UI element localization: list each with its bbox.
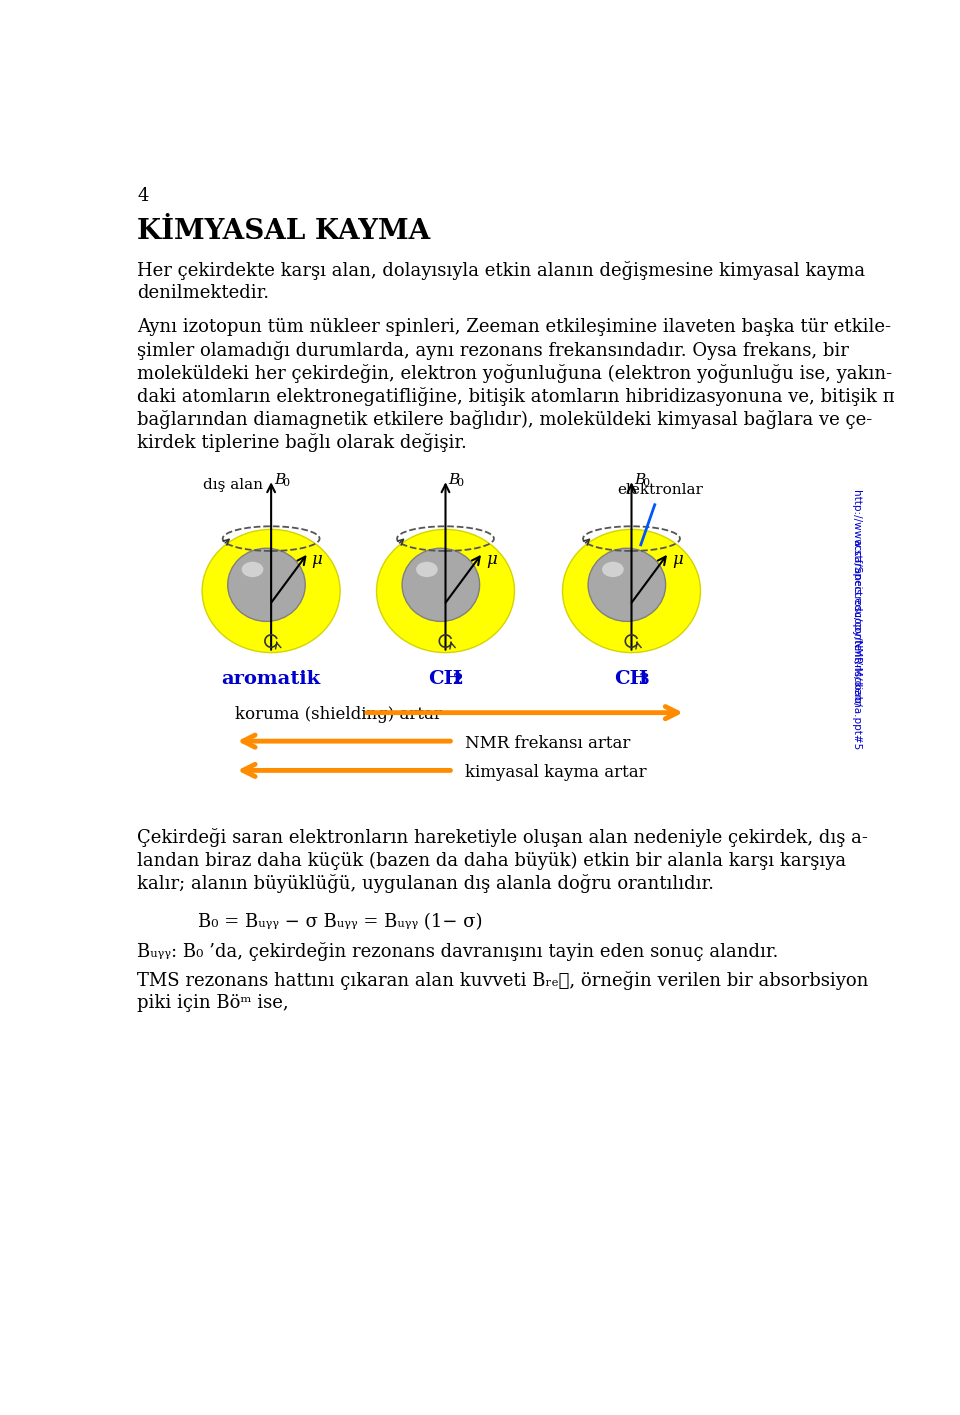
Text: B: B [275,473,285,487]
Text: Aynı izotopun tüm nükleer spinleri, Zeeman etkileşimine ilaveten başka tür etkil: Aynı izotopun tüm nükleer spinleri, Zeem… [137,317,891,335]
Ellipse shape [602,562,624,577]
Text: moleküldeki her çekirdeğin, elektron yoğunluğuna (elektron yoğunluğu ise, yakın-: moleküldeki her çekirdeğin, elektron yoğ… [137,364,892,383]
Ellipse shape [203,529,340,652]
Text: Her çekirdekte karşı alan, dolayısıyla etkin alanın değişmesine kimyasal kayma: Her çekirdekte karşı alan, dolayısıyla e… [137,260,865,280]
Text: acca/Spectroscopy/NMR-Mckenna.ppt#5: acca/Spectroscopy/NMR-Mckenna.ppt#5 [852,539,861,750]
Text: daki atomların elektronegatifliğine, bitişik atomların hibridizasyonuna ve, biti: daki atomların elektronegatifliğine, bit… [137,386,895,406]
Text: 4: 4 [137,187,149,205]
Text: aromatik: aromatik [222,669,321,688]
Text: şimler olamadığı durumlarda, aynı rezonans frekansındadır. Oysa frekans, bir: şimler olamadığı durumlarda, aynı rezona… [137,341,849,359]
Text: elektronlar: elektronlar [617,483,704,497]
Text: koruma (shielding) artar: koruma (shielding) artar [234,706,442,723]
Ellipse shape [402,548,480,621]
Text: B₀ = Bᵤᵧᵧ − σ Bᵤᵧᵧ = Bᵤᵧᵧ (1− σ): B₀ = Bᵤᵧᵧ − σ Bᵤᵧᵧ = Bᵤᵧᵧ (1− σ) [198,913,482,931]
Text: denilmektedir.: denilmektedir. [137,284,269,301]
Text: KİMYASAL KAYMA: KİMYASAL KAYMA [137,218,430,245]
Text: 0: 0 [456,478,464,488]
Text: CH: CH [614,669,648,688]
Text: μ: μ [486,550,496,567]
Text: dış alan: dış alan [203,478,263,492]
Text: Bᵤᵧᵧ: B₀ ’da, çekirdeğin rezonans davranışını tayin eden sonuç alandır.: Bᵤᵧᵧ: B₀ ’da, çekirdeğin rezonans davran… [137,942,779,961]
Text: 3: 3 [639,674,650,688]
Text: Çekirdeği saran elektronların hareketiyle oluşan alan nedeniyle çekirdek, dış a-: Çekirdeği saran elektronların hareketiyl… [137,828,868,848]
Text: kimyasal kayma artar: kimyasal kayma artar [465,764,646,781]
Text: TMS rezonans hattını çıkaran alan kuvveti Bᵣₑ⁦, örneğin verilen bir absorbsiyon: TMS rezonans hattını çıkaran alan kuvvet… [137,971,869,990]
Text: kalır; alanın büyüklüğü, uygulanan dış alanla doğru orantılıdır.: kalır; alanın büyüklüğü, uygulanan dış a… [137,874,714,893]
Text: http://www.stfrancis.edu/content/ns/diab/: http://www.stfrancis.edu/content/ns/diab… [852,491,861,708]
Ellipse shape [416,562,438,577]
Ellipse shape [228,548,305,621]
Ellipse shape [376,529,515,652]
Text: μ: μ [672,550,683,567]
Text: kirdek tiplerine bağlı olarak değişir.: kirdek tiplerine bağlı olarak değişir. [137,433,467,453]
Text: bağlarından diamagnetik etkilere bağlıdır), moleküldeki kimyasal bağlara ve çe-: bağlarından diamagnetik etkilere bağlıdı… [137,410,873,429]
Text: landan biraz daha küçük (bazen da daha büyük) etkin bir alanla karşı karşıya: landan biraz daha küçük (bazen da daha b… [137,852,846,869]
Ellipse shape [242,562,263,577]
Text: 0: 0 [642,478,650,488]
Text: B: B [635,473,646,487]
Ellipse shape [563,529,701,652]
Text: μ: μ [311,550,323,567]
Ellipse shape [588,548,665,621]
Text: piki için Böᵐ ise,: piki için Böᵐ ise, [137,995,289,1013]
Text: 0: 0 [282,478,289,488]
Text: NMR frekansı artar: NMR frekansı artar [465,734,631,751]
Text: 2: 2 [453,674,464,688]
Text: CH: CH [428,669,463,688]
Text: B: B [448,473,460,487]
